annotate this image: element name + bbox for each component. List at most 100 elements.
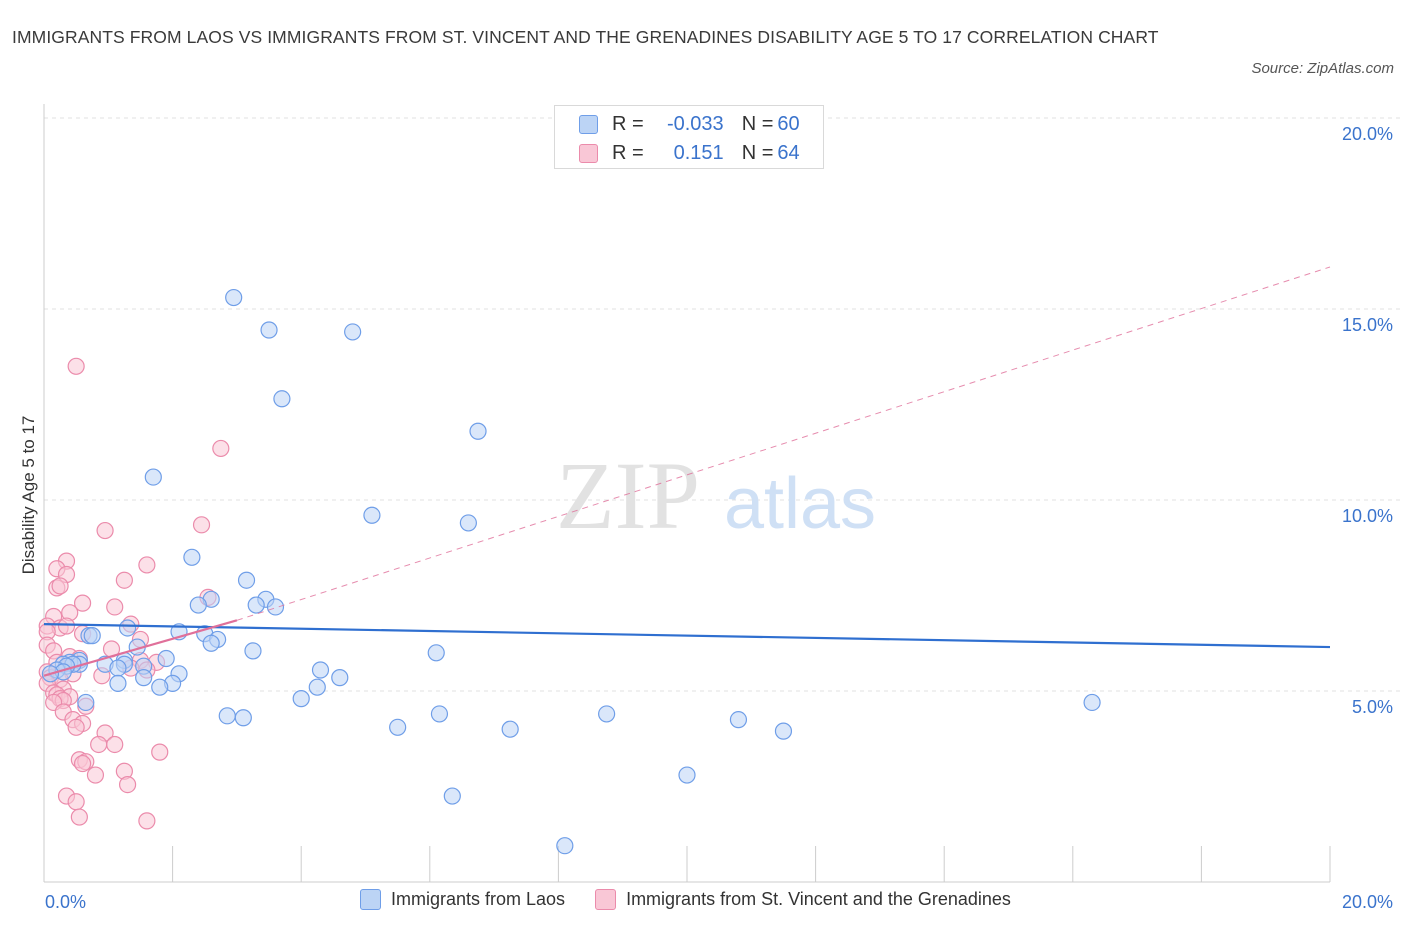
laos-point [598, 705, 616, 723]
laos-point [266, 598, 285, 616]
laos-point [308, 678, 326, 696]
laos-point [363, 506, 381, 524]
laos-point [135, 669, 153, 687]
st-vincent-point [106, 598, 124, 616]
series-laos-points [41, 288, 1101, 855]
series-legend: Immigrants from Laos Immigrants from St.… [360, 889, 1041, 910]
legend-n-value-st-vincent: 64 [777, 141, 800, 164]
laos-point [83, 627, 101, 645]
y-axis-label: Disability Age 5 to 17 [19, 416, 38, 575]
y-tick-label: 5.0% [1352, 697, 1393, 717]
legend-swatch-laos [579, 114, 598, 134]
st-vincent-point [67, 357, 85, 375]
laos-point [237, 571, 256, 589]
st-vincent-point [138, 556, 156, 574]
y-tick-labels: 5.0% 10.0% 15.0% 20.0% [1342, 124, 1393, 717]
watermark: ZIP atlas [556, 442, 876, 549]
axes [43, 104, 1331, 883]
laos-point [218, 707, 236, 725]
legend-r-label: R = [612, 112, 644, 135]
laos-point [151, 678, 169, 696]
st-vincent-point [67, 718, 85, 736]
laos-point [331, 669, 349, 687]
laos-point [247, 596, 265, 614]
laos-point [144, 468, 162, 486]
st-vincent-point [86, 766, 105, 784]
laos-point [1083, 693, 1101, 712]
st-vincent-point [51, 577, 69, 595]
laos-point [234, 709, 252, 727]
st-vincent-point [73, 594, 92, 612]
legend-item-st-vincent[interactable]: Immigrants from St. Vincent and the Gren… [595, 889, 1011, 910]
laos-point [469, 422, 487, 440]
laos-point [443, 787, 461, 805]
st-vincent-point [118, 775, 137, 794]
laos-point [389, 718, 407, 736]
laos-point [430, 705, 449, 723]
laos-point [157, 649, 175, 668]
x-tick-labels: 0.0% 20.0% [45, 892, 1393, 912]
st-vincent-point [73, 754, 92, 773]
x-tick-label: 0.0% [45, 892, 86, 912]
st-vincent-point [115, 571, 133, 589]
chart-source: Source: ZipAtlas.com [1251, 60, 1394, 77]
legend-swatch-st-vincent [579, 143, 598, 163]
laos-point [556, 837, 574, 855]
grid-lines [44, 117, 1400, 692]
st-vincent-point [70, 808, 88, 826]
laos-point [109, 674, 127, 692]
series-st-vincent-points [38, 357, 230, 830]
laos-point [189, 596, 207, 614]
st-vincent-point [57, 617, 76, 635]
laos-point [273, 390, 291, 408]
laos-point [344, 323, 362, 341]
y-tick-label: 20.0% [1342, 124, 1393, 144]
legend-label-st-vincent: Immigrants from St. Vincent and the Gren… [626, 889, 1011, 909]
st-vincent-point [90, 735, 108, 754]
laos-point [427, 644, 445, 662]
y-tick-label: 10.0% [1342, 506, 1393, 526]
laos-point [183, 548, 201, 566]
legend-swatch-st-vincent [595, 889, 617, 910]
laos-point [459, 514, 477, 532]
st-vincent-point [67, 793, 85, 811]
watermark-zip: ZIP [556, 442, 700, 549]
st-vincent-point [138, 812, 156, 830]
stats-legend: R = -0.033 N = 60 R = 0.151 N = 64 [554, 105, 824, 169]
laos-point [109, 659, 127, 677]
laos-point [118, 619, 137, 637]
laos-point [729, 711, 748, 729]
laos-point [202, 634, 220, 652]
watermark-atlas: atlas [724, 464, 876, 544]
laos-point [244, 642, 262, 660]
st-vincent-point [96, 521, 114, 540]
legend-row-st-vincent: R = 0.151 N = 64 [579, 139, 800, 167]
legend-swatch-laos [360, 889, 381, 910]
st-vincent-point [212, 439, 230, 458]
chart-title: IMMIGRANTS FROM LAOS VS IMMIGRANTS FROM … [12, 27, 1159, 47]
legend-n-value-laos: 60 [777, 112, 800, 135]
legend-r-label: R = [612, 141, 644, 164]
x-tick-label: 20.0% [1342, 892, 1393, 912]
laos-point [311, 661, 330, 679]
legend-n-label: N = [741, 141, 774, 164]
laos-point [77, 693, 95, 712]
laos-point [292, 690, 310, 708]
laos-point [678, 766, 696, 784]
st-vincent-point [106, 735, 124, 754]
legend-item-laos[interactable]: Immigrants from Laos [360, 889, 565, 910]
laos-point [260, 321, 278, 339]
legend-r-value-st-vincent: 0.151 [673, 141, 724, 164]
trend-line-laos [43, 623, 1331, 649]
trend-lines [43, 266, 1331, 677]
y-tick-label: 15.0% [1342, 315, 1393, 335]
laos-point [774, 722, 793, 740]
legend-n-label: N = [741, 112, 774, 135]
trend-line-st-vincent [43, 619, 238, 677]
legend-row-laos: R = -0.033 N = 60 [579, 110, 800, 138]
trend-line-st-vincent-extended [236, 266, 1331, 621]
legend-label-laos: Immigrants from Laos [391, 889, 566, 909]
st-vincent-point [151, 743, 169, 761]
laos-point [225, 288, 243, 307]
